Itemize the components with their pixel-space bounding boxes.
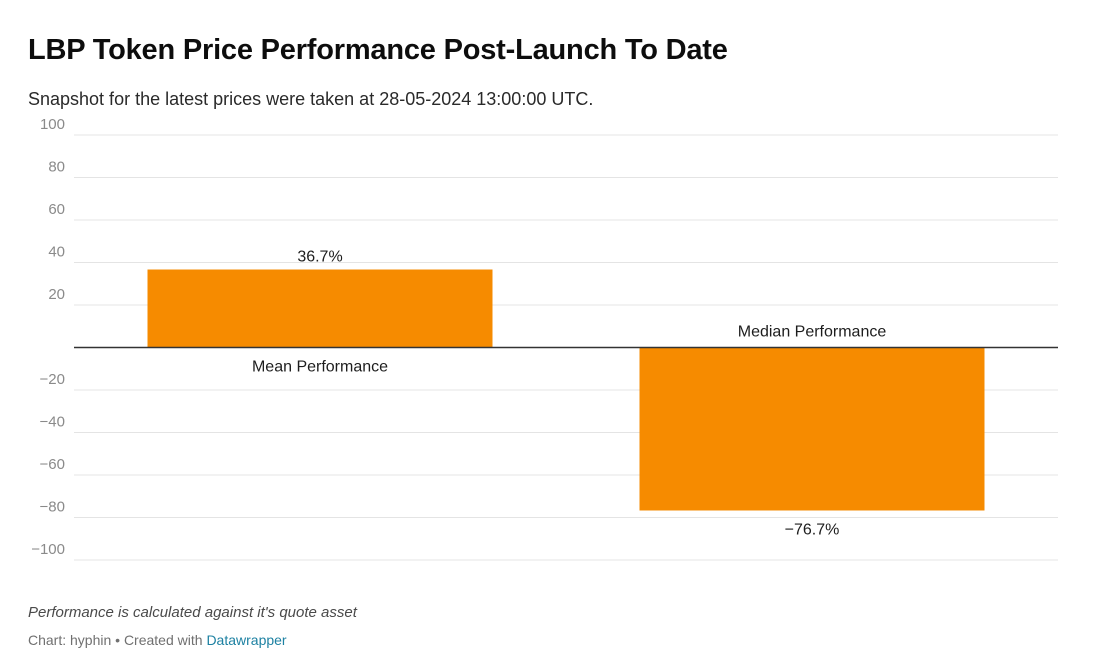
category-label: Median Performance [738,324,887,341]
value-label: −76.7% [785,521,840,538]
credit-prefix: Chart: hyphin • Created with [28,632,203,648]
y-tick-label: 100 [40,116,65,133]
bar-median-performance [639,347,985,511]
chart-subtitle: Snapshot for the latest prices were take… [28,89,594,109]
y-tick-label: −40 [40,414,65,431]
category-label: Mean Performance [252,359,388,376]
y-tick-label: 40 [48,244,65,261]
y-tick-label: 80 [48,159,65,176]
y-axis-ticks: 100 80 60 40 20 −20 −40 −60 −80 −100 [31,116,65,558]
datawrapper-link[interactable]: Datawrapper [206,632,287,648]
chart-credit: Chart: hyphin • Created with Datawrapper [28,632,287,648]
chart-note: Performance is calculated against it's q… [28,604,357,621]
y-tick-label: −80 [40,499,65,516]
bar-mean-performance [147,269,493,348]
y-tick-label: −20 [40,371,65,388]
gridlines [74,134,1058,561]
y-tick-label: 60 [48,201,65,218]
y-tick-label: −100 [31,541,65,558]
bars [147,269,985,511]
chart-title: LBP Token Price Performance Post-Launch … [28,34,728,66]
bar-chart: 100 80 60 40 20 −20 −40 −60 −80 −100 36.7% Mean Pe… [31,116,1058,561]
y-tick-label: −60 [40,456,65,473]
data-labels: 36.7% Mean Performance −76.7% Median Perfor… [252,249,886,539]
value-label: 36.7% [297,249,342,266]
y-tick-label: 20 [48,286,65,303]
